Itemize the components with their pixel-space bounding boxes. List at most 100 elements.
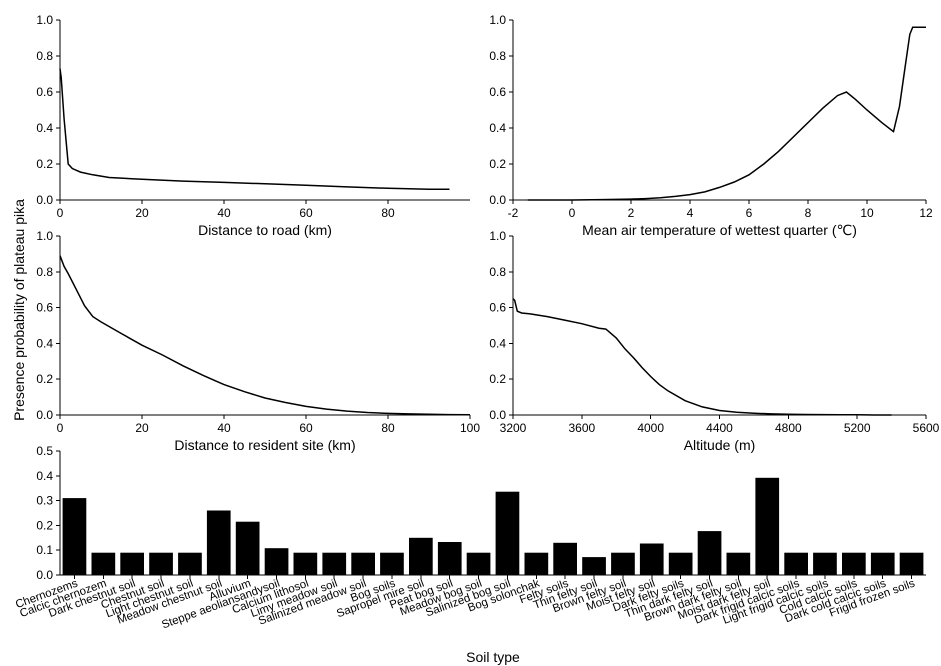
altitude-y-tick-label: 0.0 — [489, 408, 506, 422]
altitude-x-tick-label: 4800 — [775, 421, 802, 435]
soil-y-tick-label: 0.2 — [36, 518, 53, 532]
bar-frigid-frozen-soils — [899, 552, 924, 575]
soil-x-axis-label: Soil type — [466, 649, 520, 665]
road-y-tick-label: 0.4 — [36, 121, 53, 135]
soil-y-tick-label: 0.1 — [36, 543, 53, 557]
bar-cold-calcic-soils — [842, 552, 866, 575]
bar-dark-felty-soils — [668, 552, 693, 575]
bar-dark-cold-calcic-soils — [870, 552, 895, 575]
bar-dark-chestnut-soil — [120, 552, 144, 575]
temperature-x-tick-label: 12 — [919, 206, 933, 220]
road-y-tick-label: 0.6 — [36, 85, 53, 99]
altitude-x-tick-label: 5600 — [913, 421, 940, 435]
resident-x-tick-label: 20 — [135, 421, 149, 435]
resident-y-tick-label: 0.2 — [36, 372, 53, 386]
bar-brown-felty-soil — [611, 552, 635, 575]
resident-x-tick-label: 80 — [381, 421, 395, 435]
resident-y-tick-label: 0.0 — [36, 408, 53, 422]
altitude-x-tick-label: 3200 — [500, 421, 527, 435]
resident-x-axis-label: Distance to resident site (km) — [174, 437, 355, 453]
bar-bog-solonchak — [524, 552, 549, 575]
panel-distance-to-resident-site: 0.0 0.2 0.4 0.6 0.8 1.0 0 20 40 60 80 100 Distance t… — [36, 229, 480, 453]
road-y-tick-label: 0.8 — [36, 49, 53, 63]
temperature-x-tick-label: -2 — [508, 206, 519, 220]
temperature-y-tick-label: 0.4 — [489, 121, 506, 135]
altitude-curve-line — [512, 298, 892, 416]
resident-y-tick-label: 0.6 — [36, 301, 53, 315]
altitude-y-tick-label: 0.2 — [489, 372, 506, 386]
altitude-x-tick-label: 4400 — [706, 421, 733, 435]
bar-salinized-meadow-soil — [351, 552, 375, 575]
road-y-tick-label: 0.2 — [36, 157, 53, 171]
road-x-axis-label: Distance to road (km) — [198, 222, 332, 238]
bar-chestnut-soil — [149, 552, 173, 575]
resident-x-tick-label: 100 — [460, 421, 480, 435]
bar-light-chestnut-soil — [178, 552, 202, 575]
temperature-curve-line — [527, 26, 926, 201]
altitude-x-tick-label: 3600 — [568, 421, 595, 435]
bar-steppe-aeoliansandysoil — [264, 548, 289, 575]
temperature-y-tick-label: 1.0 — [489, 13, 506, 27]
altitude-y-tick-label: 0.6 — [489, 301, 506, 315]
bar-meadow-bog-soil — [466, 552, 491, 575]
road-x-tick-label: 0 — [57, 206, 64, 220]
road-x-tick-label: 60 — [299, 206, 313, 220]
road-y-tick-label: 0.0 — [36, 193, 53, 207]
bar-peat-bog-soil — [437, 542, 462, 575]
altitude-y-tick-label: 0.4 — [489, 336, 506, 350]
road-x-tick-label: 20 — [135, 206, 149, 220]
bar-chernozems — [62, 498, 87, 575]
bar-bog-soils — [380, 552, 404, 575]
bar-felty-soils — [553, 542, 577, 575]
temperature-y-tick-label: 0.8 — [489, 49, 506, 63]
temperature-y-tick-label: 0.2 — [489, 157, 506, 171]
bar-meadow-chestnut-soil — [206, 510, 231, 575]
resident-x-tick-label: 40 — [217, 421, 231, 435]
soil-y-tick-label: 0.3 — [36, 494, 53, 508]
bar-dark-frigid-calcic-soils — [784, 552, 808, 575]
temperature-x-tick-label: 0 — [569, 206, 576, 220]
resident-y-tick-label: 0.8 — [36, 265, 53, 279]
temperature-x-tick-label: 4 — [687, 206, 694, 220]
bar-thin-dark-felty-soil — [697, 531, 722, 575]
bar-light-frigid-calcic-soils — [813, 552, 837, 575]
bar-moist-felty-soil — [639, 543, 664, 575]
panel-distance-to-road: 0.0 0.2 0.4 0.6 0.8 1.0 0 20 40 60 80 Distance to r… — [36, 13, 470, 238]
road-y-tick-label: 1.0 — [36, 13, 53, 27]
altitude-x-axis-label: Altitude (m) — [684, 437, 756, 453]
temperature-y-tick-label: 0.6 — [489, 85, 506, 99]
altitude-y-tick-label: 0.8 — [489, 265, 506, 279]
resident-x-tick-label: 60 — [299, 421, 313, 435]
temperature-x-tick-label: 6 — [746, 206, 753, 220]
temperature-x-axis-label: Mean air temperature of wettest quarter … — [582, 222, 857, 238]
bar-calcic-chernozem — [91, 552, 116, 575]
altitude-y-tick-label: 1.0 — [489, 229, 506, 243]
shared-y-axis-label: Presence probability of plateau pika — [11, 199, 27, 421]
soil-y-tick-label: 0.5 — [36, 444, 53, 458]
road-x-tick-label: 40 — [217, 206, 231, 220]
bar-brown-dark-felty-soil — [726, 552, 751, 575]
bar-salinized-bog-soil — [495, 491, 520, 575]
temperature-x-tick-label: 8 — [805, 206, 812, 220]
bar-limy-meadow-soil — [322, 552, 347, 575]
resident-x-tick-label: 0 — [57, 421, 64, 435]
bar-calcium-lithosol — [293, 552, 318, 575]
altitude-x-tick-label: 4000 — [637, 421, 664, 435]
resident-y-tick-label: 0.4 — [36, 336, 53, 350]
resident-curve-line — [59, 255, 471, 416]
bar-thin-felty-soil — [582, 557, 606, 575]
altitude-x-tick-label: 5200 — [844, 421, 871, 435]
temperature-x-tick-label: 10 — [860, 206, 874, 220]
bar-moist-dark-felty-soil — [755, 477, 780, 575]
road-x-tick-label: 80 — [381, 206, 395, 220]
panel-mean-air-temperature: 0.0 0.2 0.4 0.6 0.8 1.0 -2 0 2 4 6 8 10 12 Mean air te… — [489, 13, 933, 238]
bar-sapropel-mire-soil — [409, 537, 433, 575]
bar-alluvium — [235, 521, 260, 575]
soil-y-tick-label: 0.4 — [36, 469, 53, 483]
panel-altitude: 0.0 0.2 0.4 0.6 0.8 1.0 3200 3600 4000 4400 4800 52… — [489, 229, 939, 453]
temperature-x-tick-label: 2 — [628, 206, 635, 220]
soil-y-tick-label: 0.0 — [36, 568, 53, 582]
resident-y-tick-label: 1.0 — [36, 229, 53, 243]
